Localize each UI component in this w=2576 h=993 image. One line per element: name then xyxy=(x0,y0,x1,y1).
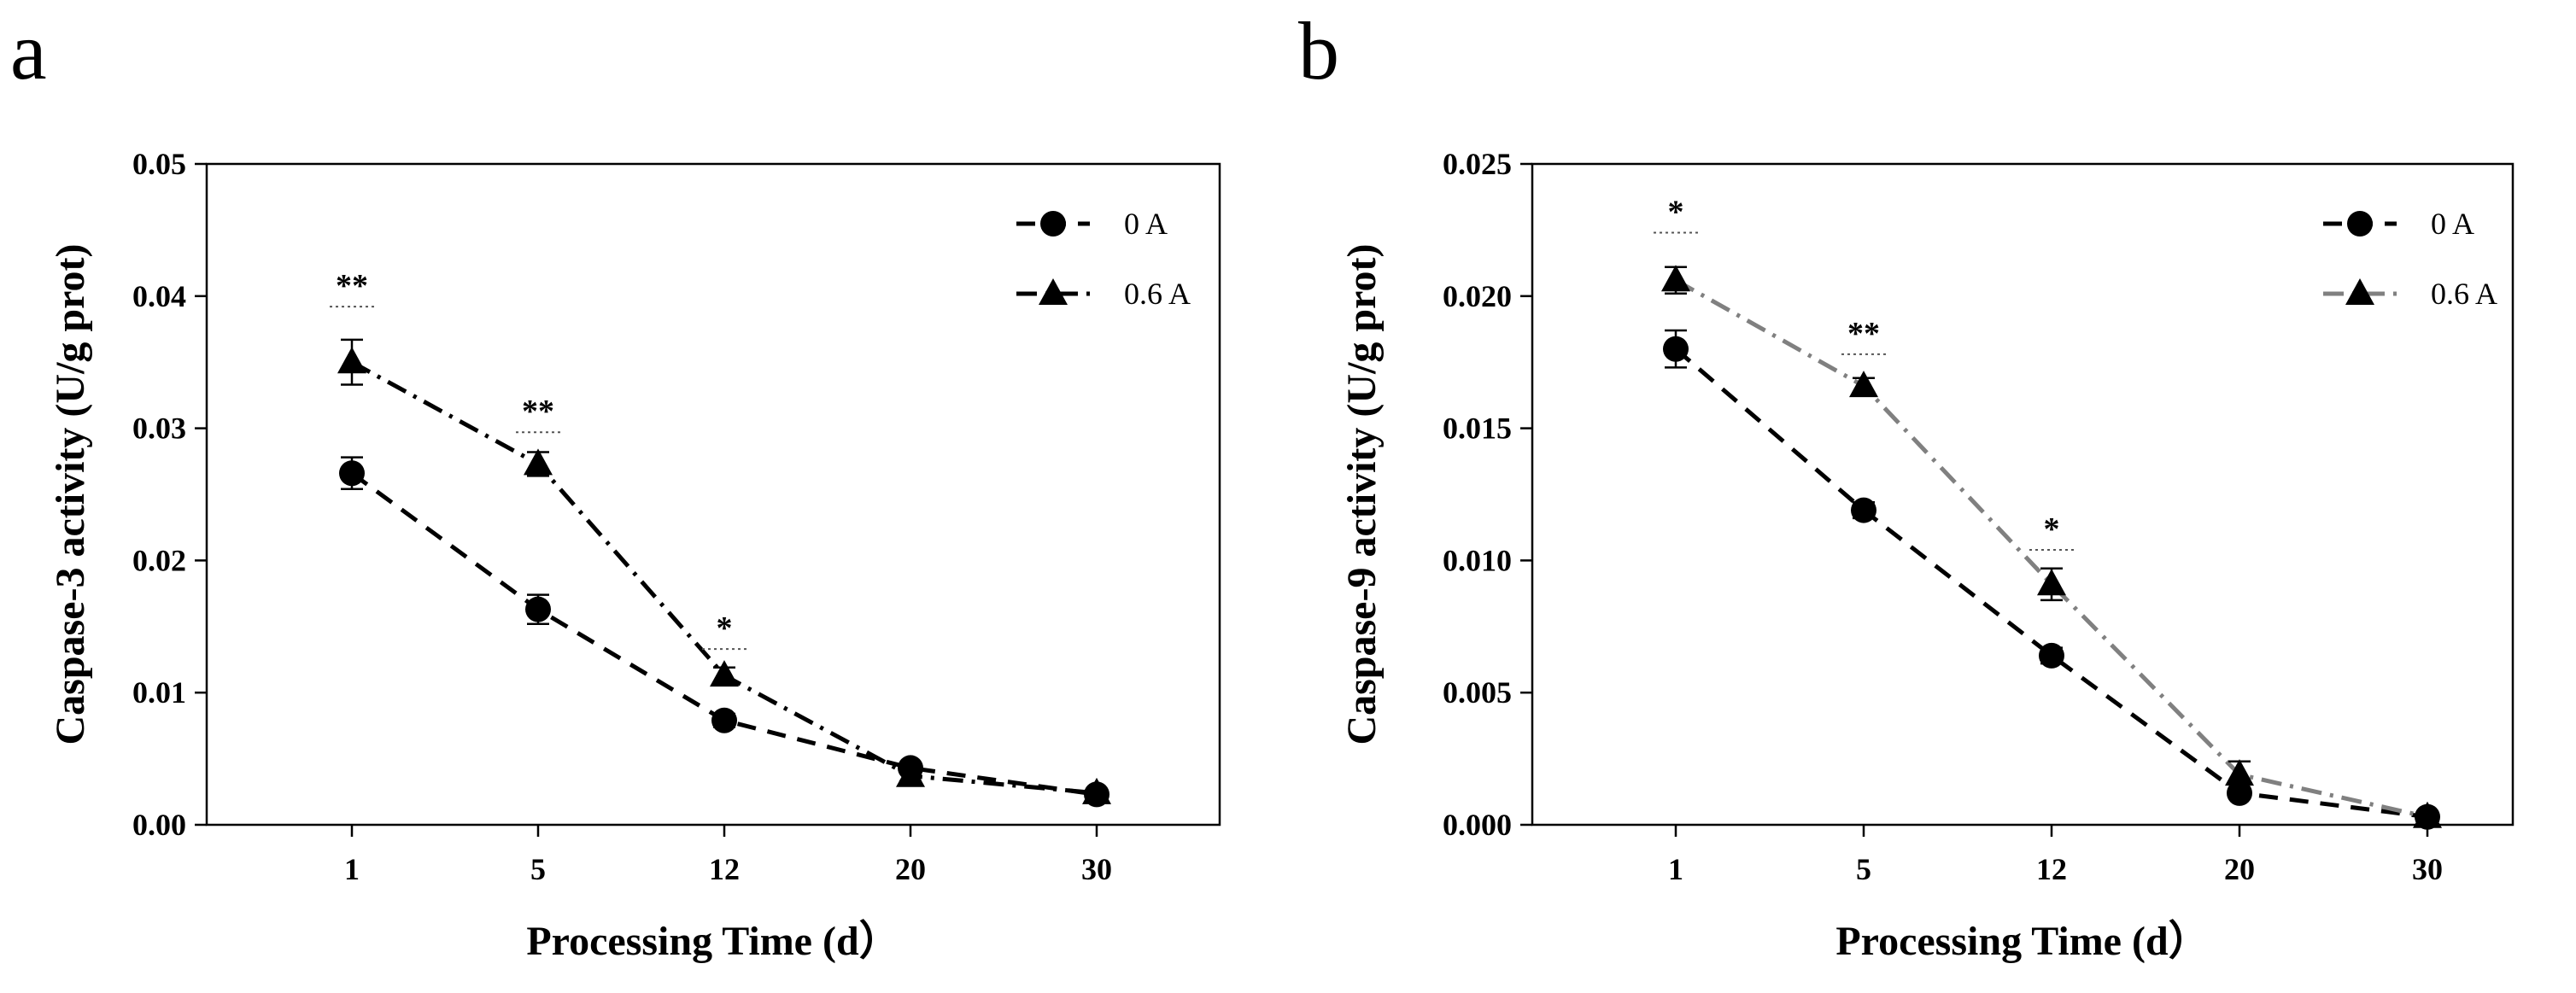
data-point-triangle xyxy=(524,448,553,476)
y-axis-title: Caspase-9 activity (U/g prot) xyxy=(1339,243,1385,745)
data-point-triangle xyxy=(1082,777,1111,804)
x-tick-label: 12 xyxy=(2036,852,2067,886)
data-point-triangle xyxy=(2037,569,2066,596)
panel-label: b xyxy=(1298,5,1339,96)
significance-marker: ** xyxy=(522,394,554,429)
legend-item: 0.6 A xyxy=(2323,277,2497,311)
y-tick-label: 0.01 xyxy=(132,675,186,710)
plot-frame xyxy=(205,162,1221,827)
significance-marker: * xyxy=(2044,511,2060,547)
y-tick-label: 0.005 xyxy=(1443,675,1512,710)
data-point-triangle xyxy=(2225,759,2254,786)
series-treated xyxy=(337,338,1111,804)
legend-marker-triangle xyxy=(1039,278,1068,305)
x-tick-label: 5 xyxy=(530,852,546,886)
data-point-circle xyxy=(711,707,737,733)
legend-label: 0 A xyxy=(1124,207,1168,241)
panel-label: a xyxy=(10,5,47,96)
data-point-circle xyxy=(1851,497,1876,523)
legend-item: 0.6 A xyxy=(1016,277,1191,311)
legend-label: 0.6 A xyxy=(1124,277,1191,311)
data-point-circle xyxy=(2227,780,2252,806)
data-point-circle xyxy=(1663,336,1689,362)
x-tick-label: 1 xyxy=(344,852,360,886)
legend-label: 0 A xyxy=(2431,207,2474,241)
y-tick-label: 0.020 xyxy=(1443,279,1512,313)
data-point-triangle xyxy=(896,760,925,787)
legend-item: 0 A xyxy=(1016,207,1168,241)
legend-marker-circle xyxy=(2347,211,2373,237)
significance-marker: * xyxy=(1668,194,1684,230)
series-treated xyxy=(1661,265,2442,828)
data-point-circle xyxy=(525,596,551,622)
x-axis-title: Processing Time (d） xyxy=(1835,919,2209,964)
significance-marker: ** xyxy=(336,268,368,304)
series-line xyxy=(1674,347,2428,820)
series-line xyxy=(1674,278,2428,820)
x-tick-label: 20 xyxy=(895,852,926,886)
y-tick-label: 0.015 xyxy=(1443,412,1512,446)
data-point-triangle xyxy=(710,660,739,687)
chart-panel-a: a 0.00 0.01 0.02 0.03 0.04 0.05 1 5 12 20 30 Process… xyxy=(10,5,1221,964)
data-point-circle xyxy=(339,460,365,487)
x-tick-label: 12 xyxy=(709,852,740,886)
legend-label: 0.6 A xyxy=(2431,277,2497,311)
significance-marker: * xyxy=(717,610,733,646)
data-point-triangle xyxy=(2413,801,2442,828)
y-tick-label: 0.000 xyxy=(1443,808,1512,842)
y-axis-title: Caspase-3 activity (U/g prot) xyxy=(48,243,93,745)
y-tick-label: 0.025 xyxy=(1443,147,1512,181)
chart-panel-b: b 0.000 0.005 0.010 0.015 0.020 0.025 1 5 12 20 30 P… xyxy=(1298,5,2515,964)
x-tick-label: 1 xyxy=(1668,852,1683,886)
significance-marker: ** xyxy=(1847,316,1880,352)
y-tick-label: 0.02 xyxy=(132,543,186,577)
x-axis-title: Processing Time (d） xyxy=(526,919,899,964)
legend-marker-triangle xyxy=(2345,278,2374,305)
data-point-triangle xyxy=(337,347,366,374)
plot-frame xyxy=(1531,162,2515,827)
x-tick-label: 20 xyxy=(2224,852,2255,886)
legend-marker-circle xyxy=(1040,211,1066,237)
x-tick-label: 30 xyxy=(2412,852,2443,886)
y-tick-label: 0.010 xyxy=(1443,543,1512,577)
x-tick-label: 5 xyxy=(1856,852,1871,886)
y-tick-label: 0.00 xyxy=(132,808,186,842)
data-point-triangle xyxy=(1661,265,1690,292)
y-tick-label: 0.03 xyxy=(132,412,186,446)
data-point-circle xyxy=(2039,642,2064,669)
y-tick-label: 0.05 xyxy=(132,147,186,181)
data-point-triangle xyxy=(1849,371,1878,398)
series-control xyxy=(1663,329,2440,830)
y-tick-label: 0.04 xyxy=(132,279,186,313)
x-tick-label: 30 xyxy=(1081,852,1112,886)
legend-item: 0 A xyxy=(2323,207,2474,241)
